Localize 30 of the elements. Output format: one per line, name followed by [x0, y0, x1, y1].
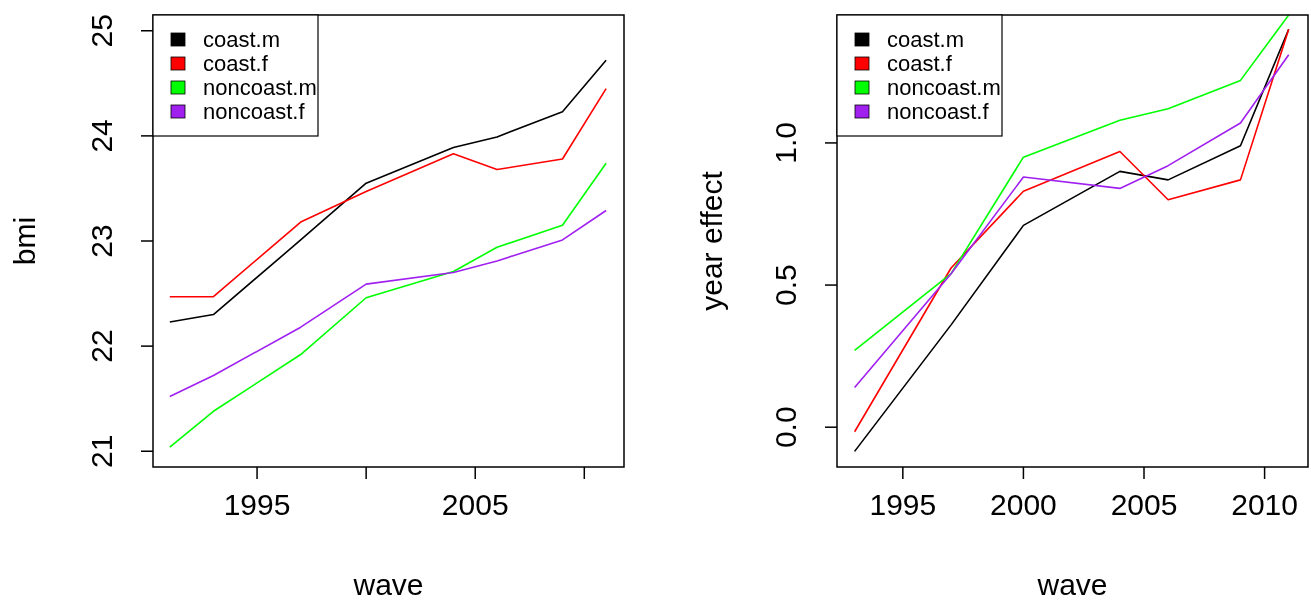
legend-label: noncoast.m	[887, 75, 1001, 100]
y-axis-title: bmi	[8, 216, 41, 266]
x-tick-label: 1995	[869, 488, 937, 521]
x-tick-label: 2005	[1110, 488, 1178, 521]
y-axis-title: year effect	[695, 170, 728, 311]
line-series	[169, 209, 607, 398]
x-tick-label: 2000	[990, 488, 1057, 521]
x-axis-title: wave	[352, 568, 424, 601]
legend-label: noncoast.f	[203, 99, 306, 124]
y-tick-label: 1.0	[769, 122, 802, 164]
x-axis-title: wave	[1036, 568, 1108, 601]
y-tick-label: 24	[85, 119, 118, 153]
line-series	[169, 162, 607, 448]
line-series	[853, 54, 1290, 389]
y-tick-label: 22	[85, 329, 118, 363]
x-tick-label: 2010	[1231, 488, 1298, 521]
legend-label: noncoast.m	[203, 75, 317, 100]
y-tick-label: 25	[85, 14, 118, 48]
y-tick-label: 0.0	[769, 406, 802, 449]
x-tick-label: 1995	[223, 488, 291, 521]
legend-label: coast.m	[203, 27, 281, 52]
legend-label: coast.f	[203, 51, 269, 76]
y-tick-label: 23	[85, 224, 118, 258]
y-tick-label: 0.5	[769, 264, 802, 306]
x-tick-label: 2005	[441, 488, 509, 521]
legend-label: noncoast.f	[887, 99, 990, 124]
legend-label: coast.m	[887, 27, 965, 52]
legend-label: coast.f	[887, 51, 953, 76]
y-tick-label: 21	[85, 434, 118, 468]
line-series	[853, 15, 1290, 352]
